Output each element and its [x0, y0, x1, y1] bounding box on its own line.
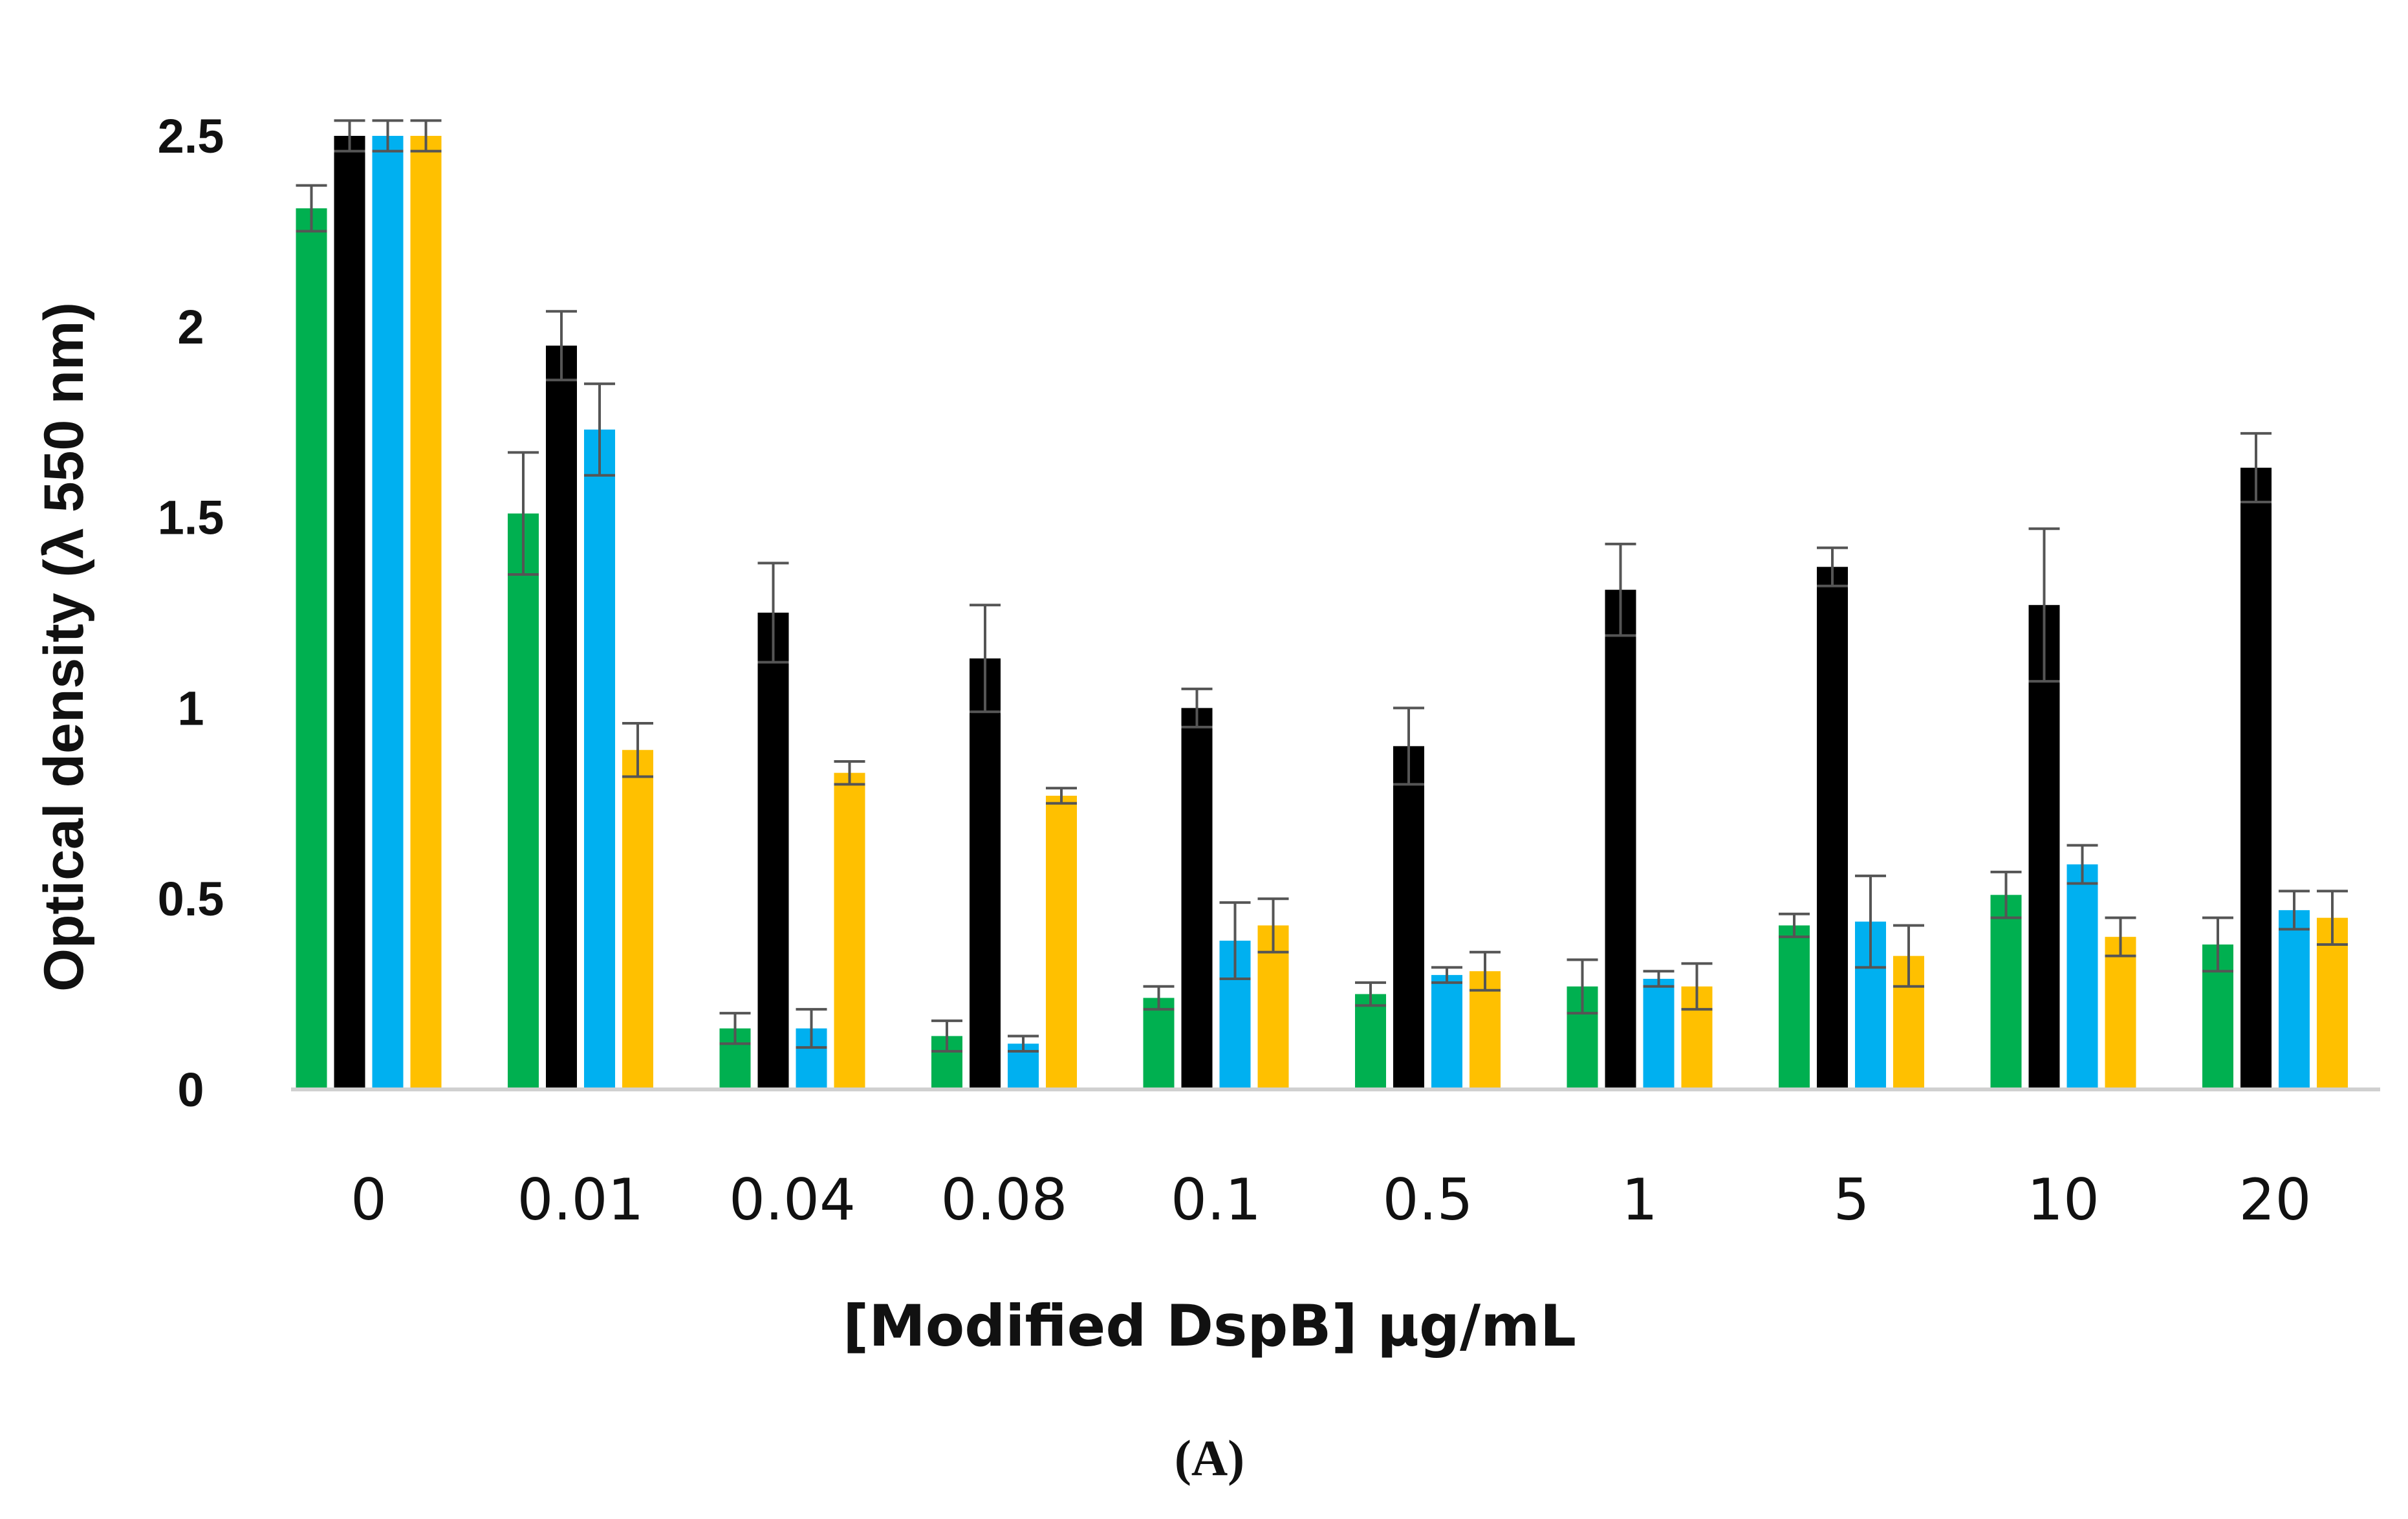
x-tick-label: 5	[1834, 1166, 1870, 1233]
error-bar-black-0.5	[1393, 706, 1424, 786]
error-bar-blue-0.5	[1431, 966, 1462, 984]
bar-black-0	[334, 136, 365, 1089]
bar-black-10	[2028, 605, 2060, 1089]
bar-blue-20	[2279, 910, 2310, 1089]
error-bar-green-0.04	[719, 1012, 751, 1045]
error-bar-green-0.5	[1355, 981, 1386, 1007]
y-tick-label: 1	[177, 681, 204, 735]
y-tick-label: 0.5	[158, 872, 224, 926]
panel-label: (A)	[1175, 1430, 1244, 1486]
x-tick-label: 0.08	[941, 1166, 1068, 1233]
bar-green-0.5	[1355, 994, 1386, 1089]
x-tick-label: 0.1	[1171, 1166, 1261, 1233]
y-tick-label: 1.5	[158, 491, 224, 545]
x-tick-label: 0.04	[729, 1166, 856, 1233]
bar-blue-0.5	[1431, 975, 1462, 1089]
error-bar-blue-0.01	[584, 382, 615, 477]
bar-yellow-0.08	[1046, 796, 1077, 1089]
error-bar-green-0	[296, 184, 327, 233]
x-tick-label: 0.5	[1383, 1166, 1473, 1233]
bars-layer	[296, 136, 2348, 1090]
error-bar-green-10	[1990, 870, 2022, 919]
error-bar-black-5	[1817, 546, 1848, 587]
error-bar-yellow-5	[1893, 924, 1924, 988]
bar-green-10	[1990, 895, 2022, 1089]
error-bar-blue-0.1	[1219, 901, 1251, 981]
error-bar-blue-0.04	[796, 1008, 827, 1049]
error-bar-black-20	[2240, 432, 2272, 504]
error-bar-black-0.1	[1181, 687, 1213, 728]
error-bar-green-0.08	[931, 1019, 962, 1053]
error-bar-yellow-0.1	[1257, 897, 1289, 954]
error-bar-yellow-0.01	[622, 721, 653, 778]
bar-blue-0	[372, 136, 404, 1089]
bar-blue-0.01	[584, 429, 615, 1089]
bar-yellow-0.04	[834, 772, 865, 1089]
bar-green-5	[1779, 925, 1810, 1089]
error-bar-black-1	[1605, 542, 1636, 637]
x-tick-label: 10	[2027, 1166, 2099, 1233]
error-bar-blue-20	[2279, 890, 2310, 931]
error-bar-blue-0.08	[1008, 1034, 1039, 1053]
error-bar-yellow-0.5	[1470, 950, 1501, 992]
error-bar-yellow-0.04	[834, 760, 865, 786]
x-tick-labels: 0 0.01 0.04 0.08 0.1 0.5 1 5 10 20	[351, 1166, 2311, 1233]
error-bar-yellow-10	[2105, 916, 2136, 957]
error-bar-black-10	[2028, 527, 2060, 683]
error-bar-blue-10	[2066, 844, 2098, 885]
error-bars-layer	[296, 119, 2348, 1053]
error-bar-black-0	[334, 119, 365, 153]
bar-black-1	[1605, 589, 1636, 1089]
y-tick-label: 0	[177, 1063, 204, 1117]
x-tick-label: 0.01	[517, 1166, 644, 1233]
error-bar-yellow-1	[1681, 962, 1713, 1011]
error-bar-green-0.1	[1143, 985, 1175, 1011]
y-axis-label: Optical density (λ 550 nm)	[33, 302, 95, 992]
x-tick-label: 1	[1622, 1166, 1658, 1233]
error-bar-green-20	[2202, 916, 2233, 973]
bar-black-0.5	[1393, 746, 1424, 1089]
x-axis-label: [Modified DspB] μg/mL	[843, 1293, 1576, 1359]
bar-black-0.01	[546, 345, 577, 1089]
bar-black-0.1	[1181, 708, 1213, 1089]
error-bar-black-0.08	[970, 604, 1001, 714]
error-bar-blue-1	[1643, 970, 1675, 988]
bar-blue-10	[2066, 864, 2098, 1089]
x-tick-label: 20	[2239, 1166, 2312, 1233]
error-bar-green-5	[1779, 912, 1810, 939]
error-bar-black-0.04	[757, 562, 789, 664]
error-bar-yellow-20	[2317, 890, 2348, 946]
error-bar-green-0.01	[508, 451, 539, 576]
y-tick-label: 2.5	[158, 109, 224, 163]
error-bar-black-0.01	[546, 310, 577, 382]
y-tick-labels: 0 0.5 1 1.5 2 2.5	[158, 109, 224, 1117]
x-tick-label: 0	[351, 1166, 387, 1233]
bar-blue-1	[1643, 979, 1675, 1089]
bar-green-0	[296, 208, 327, 1090]
bar-black-5	[1817, 567, 1848, 1089]
bar-yellow-0.01	[622, 750, 653, 1089]
error-bar-yellow-0	[410, 119, 442, 153]
bar-black-20	[2240, 467, 2272, 1089]
error-bar-blue-0	[372, 119, 404, 153]
bar-black-0.04	[757, 613, 789, 1089]
error-bar-green-1	[1567, 958, 1598, 1015]
bar-yellow-20	[2317, 917, 2348, 1089]
bar-green-0.01	[508, 513, 539, 1089]
error-bar-blue-5	[1855, 874, 1886, 969]
bar-yellow-10	[2105, 937, 2136, 1089]
y-tick-label: 2	[177, 300, 204, 354]
error-bar-yellow-0.08	[1046, 787, 1077, 805]
bar-yellow-0	[410, 136, 442, 1089]
bar-black-0.08	[970, 658, 1001, 1089]
bar-green-0.1	[1143, 998, 1175, 1089]
